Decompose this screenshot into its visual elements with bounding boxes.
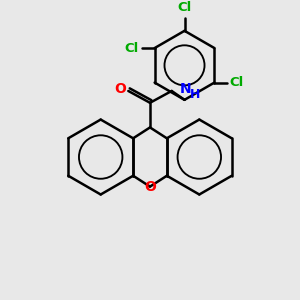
Text: H: H — [190, 88, 200, 101]
Text: N: N — [180, 82, 191, 96]
Text: O: O — [115, 82, 126, 96]
Text: Cl: Cl — [229, 76, 243, 89]
Text: Cl: Cl — [177, 1, 192, 13]
Text: O: O — [144, 180, 156, 194]
Text: Cl: Cl — [125, 42, 139, 55]
